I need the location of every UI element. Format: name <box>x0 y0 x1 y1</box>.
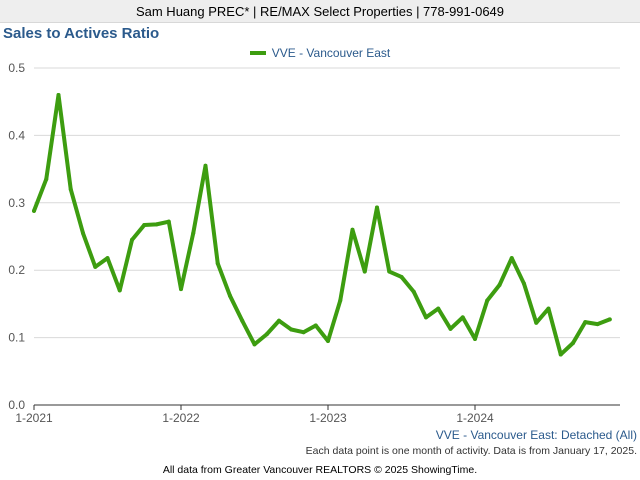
data-point <box>203 163 208 168</box>
data-point <box>558 352 563 357</box>
data-point <box>44 177 49 182</box>
data-point <box>32 208 36 213</box>
data-point <box>68 187 73 192</box>
y-tick-label: 0.0 <box>8 398 25 412</box>
legend-label: VVE - Vancouver East <box>271 46 391 60</box>
chart-title: Sales to Actives Ratio <box>3 25 160 42</box>
data-point <box>448 326 453 331</box>
data-point <box>509 256 514 261</box>
data-point <box>522 281 526 286</box>
data-point <box>326 338 330 343</box>
header-bar: Sam Huang PREC* | RE/MAX Select Properti… <box>0 0 640 23</box>
header-text: Sam Huang PREC* | RE/MAX Select Properti… <box>135 3 505 19</box>
data-point <box>313 323 318 328</box>
data-point <box>411 289 416 294</box>
data-point <box>485 298 490 303</box>
data-point <box>338 298 343 303</box>
data-point <box>595 322 600 327</box>
data-point <box>166 219 171 224</box>
x-tick-label: 1-2023 <box>309 411 347 425</box>
y-tick-label: 0.2 <box>8 263 25 277</box>
data-point <box>130 237 134 242</box>
data-source: All data from Greater Vancouver REALTORS… <box>162 464 478 476</box>
data-point <box>289 327 294 332</box>
data-point <box>571 340 575 345</box>
x-tick-label: 1-2021 <box>15 411 53 425</box>
x-tick-label: 1-2022 <box>162 411 200 425</box>
data-point <box>387 269 392 274</box>
data-point <box>362 269 367 274</box>
data-point <box>191 231 196 236</box>
data-point <box>460 315 465 320</box>
data-point <box>301 330 306 335</box>
data-point <box>583 320 588 325</box>
data-point <box>497 283 502 288</box>
data-point <box>142 223 147 228</box>
y-tick-label: 0.3 <box>8 196 25 210</box>
data-point <box>375 205 379 210</box>
data-point <box>607 317 612 322</box>
data-point <box>117 288 122 293</box>
data-point <box>228 293 232 298</box>
y-tick-label: 0.5 <box>8 61 25 75</box>
data-point <box>277 318 281 323</box>
x-tick-label: 1-2024 <box>456 411 494 425</box>
data-point <box>252 342 257 347</box>
data-point <box>350 227 355 232</box>
data-point <box>240 318 245 323</box>
data-note: Each data point is one month of activity… <box>305 445 637 457</box>
data-point <box>81 231 85 236</box>
data-point <box>179 287 183 292</box>
series-line <box>32 92 612 357</box>
data-point <box>154 222 159 227</box>
data-point <box>436 306 441 311</box>
data-point <box>534 320 539 325</box>
data-point <box>215 261 220 266</box>
data-point <box>424 315 428 320</box>
y-tick-label: 0.1 <box>8 331 25 345</box>
legend-swatch <box>249 51 266 55</box>
y-tick-label: 0.4 <box>8 128 25 142</box>
data-point <box>56 92 61 97</box>
data-point <box>264 332 269 337</box>
data-point <box>473 336 477 341</box>
data-point <box>105 256 110 261</box>
data-point <box>399 274 404 279</box>
legend[interactable]: VVE - Vancouver East <box>0 46 640 60</box>
chart-footnote: VVE - Vancouver East: Detached (All) <box>435 428 637 442</box>
data-point <box>546 306 551 311</box>
data-point <box>93 264 98 269</box>
